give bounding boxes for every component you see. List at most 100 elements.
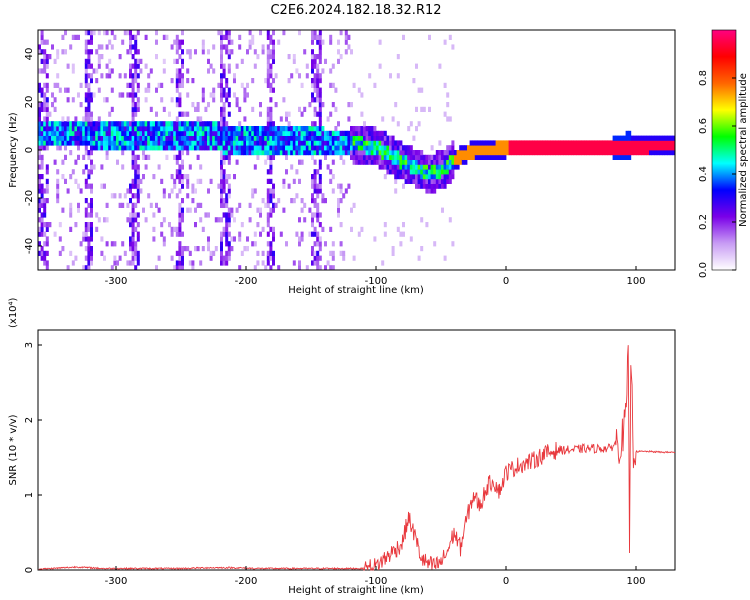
spectrogram-cell <box>347 44 351 50</box>
spectrogram-cell <box>220 202 223 208</box>
spectrogram-cell <box>116 159 119 165</box>
spectrogram-cell <box>134 169 138 175</box>
spectrogram-cell <box>48 121 52 127</box>
spectrogram-cell <box>428 34 431 40</box>
spectrogram-cell <box>90 226 93 232</box>
spectrogram-cell <box>534 150 538 156</box>
spectrogram-cell <box>381 164 385 170</box>
spectrogram-cell <box>625 150 629 156</box>
spectrogram-cell <box>451 174 455 180</box>
spectrogram-cell <box>381 130 385 136</box>
spectrogram-cell <box>43 121 47 127</box>
spectrogram-cell <box>308 130 312 136</box>
spectrogram-cell <box>131 193 135 199</box>
spectrogram-cell <box>524 140 528 146</box>
spectrogram-cell <box>71 63 75 69</box>
spectrogram-cell <box>131 44 135 50</box>
spectrogram-cell <box>100 126 104 132</box>
spectrogram-cell <box>43 250 47 256</box>
spectrogram-cell <box>66 140 70 146</box>
spectrogram-cell <box>126 188 130 194</box>
spectrogram-cell <box>155 54 158 60</box>
spectrogram-cell <box>292 135 296 141</box>
spectrogram-cell <box>378 159 382 165</box>
spectrogram-cell <box>451 140 455 146</box>
spectrogram-cell <box>64 145 67 151</box>
spectrogram-cell <box>79 241 83 247</box>
spectrogram-cell <box>630 150 634 156</box>
spectrogram-cell <box>175 39 179 45</box>
spectrogram-cell <box>157 140 161 146</box>
spectrogram-cell <box>131 226 135 232</box>
spectrogram-cell <box>266 116 270 122</box>
spectrogram-cell <box>84 164 88 170</box>
spectrogram-cell <box>269 250 273 256</box>
spectrogram-cell <box>443 82 447 88</box>
spectrogram-cell <box>352 154 356 160</box>
spectrogram-cell <box>123 135 127 141</box>
spectrogram-cell <box>178 174 182 180</box>
colorbar-label: Normalized spectral amplitude <box>738 73 749 227</box>
spectrogram-cell <box>604 140 608 146</box>
spectrogram-cell <box>404 169 408 175</box>
spectrogram-cell <box>97 145 101 151</box>
spectrogram-cell <box>266 126 270 132</box>
spectrogram-cell <box>82 169 86 175</box>
spectrogram-cell <box>108 140 112 146</box>
spectrogram-cell <box>74 126 78 132</box>
spectrogram-cell <box>77 202 80 208</box>
spectrogram-cell <box>435 159 439 165</box>
spectrogram-cell <box>95 121 99 127</box>
spectrogram-cell <box>324 265 327 271</box>
spectrogram-cell <box>162 130 166 136</box>
spectrogram-cell <box>318 97 322 103</box>
spectrogram-cell <box>363 130 366 136</box>
spectrogram-cell <box>157 126 161 132</box>
spectrogram-cell <box>435 183 439 189</box>
spectrogram-cell <box>248 30 252 36</box>
spectrogram-cell <box>264 159 268 165</box>
spectrogram-cell <box>191 265 195 271</box>
spectrogram-cell <box>45 140 49 146</box>
spectrogram-cell <box>443 169 447 175</box>
spectrogram-cell <box>318 265 322 271</box>
spectrogram-cell <box>316 63 320 69</box>
spectrogram-cell <box>266 54 270 60</box>
spectrogram-cell <box>331 188 335 194</box>
spectrogram-cell <box>448 159 452 165</box>
spectrogram-cell <box>337 140 340 146</box>
spectrogram-cell <box>493 145 496 151</box>
spectrogram-cell <box>287 183 291 189</box>
spectrogram-cell <box>311 49 314 55</box>
spectrogram-cell <box>126 49 130 55</box>
spectrogram-cell <box>402 174 405 180</box>
spectrogram-cell <box>381 140 385 146</box>
spectrogram-cell <box>207 126 210 132</box>
spectrogram-cell <box>74 34 78 40</box>
spectrogram-cell <box>321 68 325 74</box>
spectrogram-cell <box>51 140 54 146</box>
spectrogram-cell <box>43 222 47 228</box>
spectrogram-cell <box>201 130 205 136</box>
spectrogram-cell <box>300 82 304 88</box>
spectrogram-cell <box>212 145 216 151</box>
spectrogram-cell <box>248 130 252 136</box>
spectrogram-cell <box>480 140 483 146</box>
spectrogram-cell <box>175 126 179 132</box>
spectrogram-cell <box>318 34 322 40</box>
spectrogram-cell <box>38 111 41 117</box>
spectrogram-cell <box>116 140 119 146</box>
spectrogram-cell <box>623 154 626 160</box>
spectrogram-cell <box>290 150 294 156</box>
spectrogram-cell <box>191 121 195 127</box>
spectrogram-cell <box>79 126 83 132</box>
spectrogram-cell <box>227 34 231 40</box>
spectrogram-cell <box>623 150 626 156</box>
spectrogram-cell <box>181 198 184 204</box>
spectrogram-cell <box>87 130 91 136</box>
spectrogram-cell <box>40 92 44 98</box>
spectrogram-cell <box>40 231 44 237</box>
spectrogram-cell <box>77 183 80 189</box>
spectrogram-cell <box>207 145 210 151</box>
spectrogram-cell <box>222 145 226 151</box>
